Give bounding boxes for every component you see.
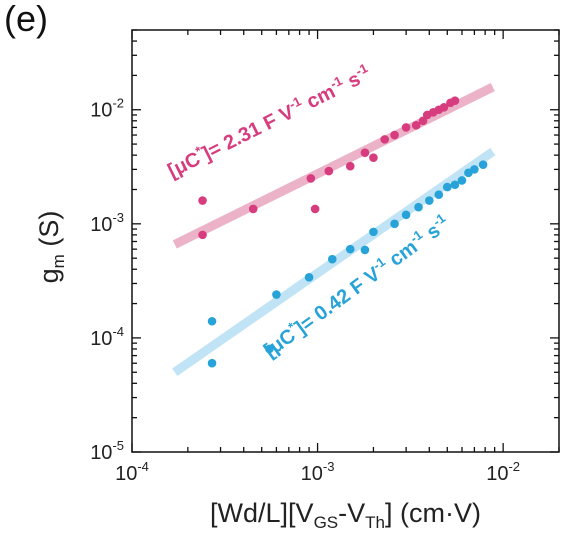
data-point-s1-10 [380,135,389,144]
data-point-s2-17 [457,176,467,185]
data-point-s1-11 [390,130,399,140]
data-point-s1-4 [306,174,316,183]
panel-label: (e) [4,0,48,39]
data-point-s1-18 [439,103,449,112]
data-point-s2-5 [304,272,314,282]
data-point-s2-11 [401,210,411,220]
data-point-s1-1 [198,196,207,205]
data-point-s2-7 [345,244,355,254]
data-point-s2-19 [470,165,479,174]
data-point-s2-6 [327,254,337,264]
y-tick-label-4: 10-2 [90,96,124,122]
data-point-s1-8 [360,148,370,158]
data-point-s2-1 [207,316,217,326]
y-axis-title: gm (S) [34,211,68,284]
data-point-s2-15 [442,182,452,192]
data-point-s2-16 [450,180,460,190]
data-point-s1-2 [198,230,207,240]
data-point-s2-14 [434,190,444,200]
data-point-s2-4 [272,290,281,299]
data-point-s2-2 [207,358,217,368]
x-tick-label-1: 10-4 [115,459,149,485]
data-point-s1-6 [324,166,334,176]
data-point-s1-3 [248,204,258,214]
x-tick-label-3: 10-2 [486,459,520,485]
data-point-s2-10 [390,219,399,229]
data-point-s1-5 [310,204,320,214]
x-axis-title: [Wd/L][VGS-VTh] (cm·V) [210,498,481,532]
data-point-s2-12 [414,202,423,212]
data-point-s2-8 [360,245,370,255]
series-annotation-2: [μC*]= 0.42 F V-1 cm-1 s-1 [258,210,454,362]
data-point-s2-13 [424,196,434,205]
data-point-s1-12 [401,123,411,132]
data-point-s1-20 [450,96,460,106]
y-tick-label-3: 10-3 [90,210,124,236]
x-tick-label-2: 10-3 [301,459,335,485]
data-point-s1-9 [369,153,378,162]
y-tick-label-2: 10-4 [90,324,124,350]
data-point-s2-9 [369,227,378,237]
data-point-s2-20 [478,160,488,169]
data-point-s2-3 [265,344,274,354]
data-point-s1-7 [345,161,355,171]
plot-frame [131,29,560,453]
data-point-s1-13 [411,121,421,130]
y-tick-label-1: 10-5 [90,438,124,464]
